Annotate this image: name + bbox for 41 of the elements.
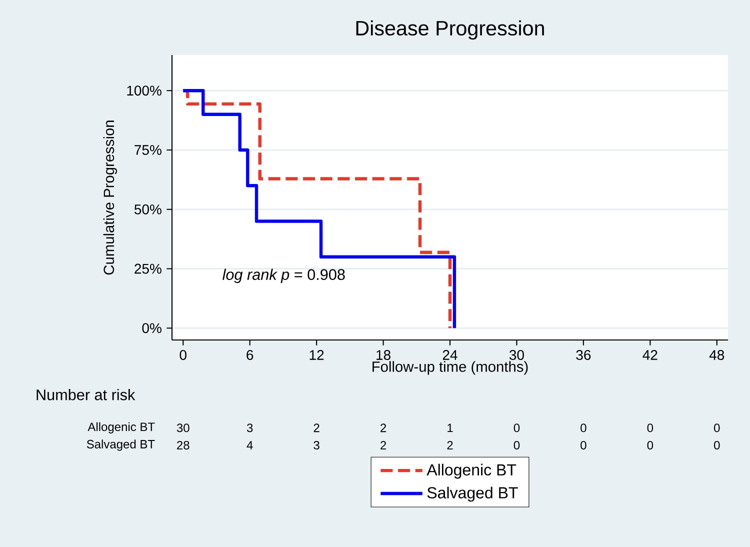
text: Salvaged BT — [86, 440, 155, 451]
y-tick-label: 75% — [134, 145, 162, 155]
text: 0 — [514, 440, 520, 450]
text: 0 — [647, 424, 654, 432]
text: 3 — [314, 440, 320, 450]
y-tick-label: 0% — [142, 323, 162, 334]
x-tick-label: 0 — [180, 350, 186, 360]
text: 2 — [380, 441, 386, 450]
x-tick-label: 30 — [509, 350, 524, 360]
text: 3 — [246, 424, 253, 432]
text: 4 — [246, 441, 253, 450]
x-tick-label: 12 — [310, 350, 324, 360]
y-tick-label: 25% — [134, 264, 162, 274]
x-tick-label: 42 — [642, 350, 658, 360]
legend-label: Salvaged BT — [427, 486, 518, 502]
text: 0 — [647, 440, 654, 450]
y-axis-title: Cumulative Progression — [103, 120, 117, 275]
x-tick-label: 36 — [576, 350, 591, 360]
text: Number at risk — [36, 389, 136, 400]
y-tick-label: 50% — [134, 204, 162, 214]
text: 1 — [448, 424, 453, 432]
text: 2 — [314, 424, 320, 432]
y-tick-label: 100% — [127, 86, 162, 96]
text: 0 — [714, 440, 720, 450]
x-tick-label: 18 — [376, 350, 390, 360]
text: Allogenic BT — [88, 422, 155, 434]
x-tick-label: 6 — [246, 350, 254, 360]
text: 2 — [447, 441, 453, 450]
text: 0 — [714, 424, 720, 432]
annotation: log rank p = 0.908 — [222, 268, 345, 284]
text: 0 — [580, 440, 586, 450]
text: 2 — [380, 424, 386, 432]
legend-label: Allogenic BT — [426, 464, 516, 479]
text: 0 — [580, 424, 586, 432]
x-axis-title: Follow-up time (months) — [372, 361, 528, 375]
text: 28 — [177, 440, 190, 450]
text: 30 — [176, 424, 190, 432]
x-tick-label: 48 — [709, 350, 724, 360]
x-tick-label: 24 — [442, 350, 458, 360]
text: 0 — [514, 424, 520, 432]
chart-title: Disease Progression — [356, 20, 544, 40]
